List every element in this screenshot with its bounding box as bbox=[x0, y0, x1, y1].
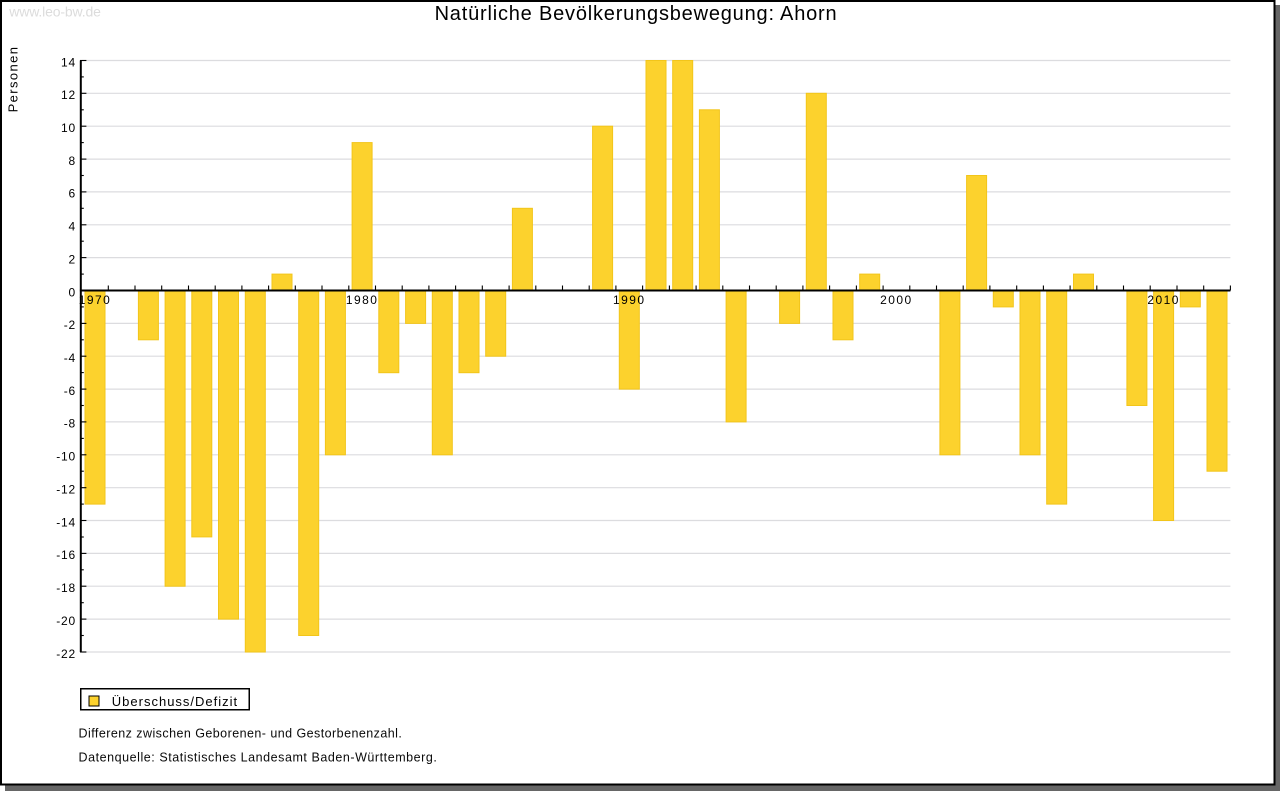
svg-text:2: 2 bbox=[69, 252, 76, 266]
svg-text:-16: -16 bbox=[56, 548, 76, 562]
svg-text:12: 12 bbox=[61, 88, 76, 102]
svg-text:1990: 1990 bbox=[613, 293, 646, 307]
svg-text:10: 10 bbox=[61, 121, 76, 135]
svg-text:-20: -20 bbox=[56, 614, 76, 628]
svg-text:-14: -14 bbox=[56, 515, 76, 529]
svg-text:2000: 2000 bbox=[880, 293, 913, 307]
svg-text:-10: -10 bbox=[56, 450, 76, 464]
svg-text:14: 14 bbox=[61, 55, 76, 69]
svg-text:8: 8 bbox=[69, 154, 76, 168]
svg-text:-12: -12 bbox=[56, 483, 76, 497]
svg-text:-18: -18 bbox=[56, 581, 76, 595]
svg-text:1970: 1970 bbox=[79, 293, 112, 307]
svg-text:-2: -2 bbox=[64, 318, 76, 332]
svg-text:-6: -6 bbox=[64, 384, 76, 398]
svg-text:-8: -8 bbox=[64, 417, 76, 431]
svg-text:Datenquelle: Statistisches Lan: Datenquelle: Statistisches Landesamt Bad… bbox=[79, 751, 438, 765]
svg-text:1980: 1980 bbox=[346, 293, 379, 307]
svg-text:6: 6 bbox=[69, 187, 76, 201]
svg-text:2010: 2010 bbox=[1147, 293, 1180, 307]
svg-text:-22: -22 bbox=[56, 647, 76, 661]
svg-text:Natürliche Bevölkerungsbewegun: Natürliche Bevölkerungsbewegung: Ahorn bbox=[435, 3, 838, 25]
svg-text:Überschuss/Defizit: Überschuss/Defizit bbox=[112, 694, 238, 709]
svg-text:-4: -4 bbox=[64, 351, 76, 365]
svg-text:Personen: Personen bbox=[6, 46, 21, 113]
svg-text:0: 0 bbox=[69, 285, 76, 299]
svg-text:4: 4 bbox=[69, 220, 76, 234]
svg-text:www.leo-bw.de: www.leo-bw.de bbox=[8, 4, 101, 20]
svg-text:Differenz zwischen Geborenen-: Differenz zwischen Geborenen- und Gestor… bbox=[79, 727, 403, 741]
